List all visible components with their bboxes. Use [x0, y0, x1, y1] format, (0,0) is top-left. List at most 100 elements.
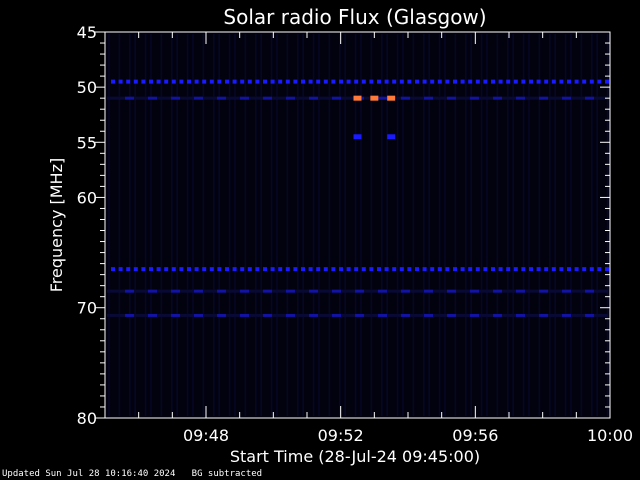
burst-mark — [353, 134, 362, 140]
band-cell — [513, 267, 518, 272]
band-cell — [445, 267, 450, 272]
band-cell — [529, 267, 533, 272]
band-cell — [422, 79, 427, 84]
band-cell — [562, 96, 571, 100]
heatmap-area — [105, 32, 610, 418]
band-cell — [217, 289, 226, 293]
band-cell — [171, 79, 176, 84]
band-cell — [171, 267, 176, 272]
band-cell — [369, 267, 374, 272]
band-cell — [516, 313, 525, 317]
band-cell — [536, 79, 541, 84]
band-cell — [194, 289, 203, 293]
burst-mark — [387, 95, 396, 101]
band-cell — [240, 79, 245, 84]
band-cell — [202, 267, 207, 272]
band-cell — [323, 267, 328, 272]
band-cell — [346, 267, 351, 272]
band-cell — [125, 313, 134, 317]
band-cell — [164, 79, 169, 84]
band-cell — [392, 79, 397, 84]
band-cell — [529, 79, 533, 84]
band-cell — [378, 96, 387, 100]
band-cell — [407, 267, 412, 272]
band-cell — [209, 79, 214, 84]
x-tick-label: 09:52 — [318, 426, 364, 445]
band-cell — [597, 79, 602, 84]
footer: Updated Sun Jul 28 10:16:40 2024 BG subt… — [2, 469, 262, 479]
chart-title: Solar radio Flux (Glasgow) — [223, 5, 486, 29]
band-cell — [125, 96, 134, 100]
band-cell — [331, 267, 336, 272]
burst-mark — [370, 95, 379, 101]
band-cell — [562, 313, 571, 317]
band-cell — [217, 79, 222, 84]
band-cell — [133, 267, 138, 272]
band-cell — [263, 313, 272, 317]
band-cell — [536, 267, 541, 272]
band-cell — [263, 267, 267, 272]
x-tick-label: 09:48 — [183, 426, 229, 445]
y-tick-label: 70 — [77, 299, 97, 318]
band-cell — [187, 267, 191, 272]
band-cell — [498, 267, 503, 272]
band-cell — [491, 79, 495, 84]
plot-frame — [104, 31, 611, 419]
band-cell — [286, 289, 295, 293]
x-tick-label: 10:00 — [587, 426, 633, 445]
band-cell — [339, 267, 343, 272]
band-cell — [217, 267, 222, 272]
band-cell — [460, 267, 465, 272]
band-cell — [148, 96, 157, 100]
band-cell — [597, 267, 602, 272]
band-cell — [354, 267, 359, 272]
band-cell — [354, 79, 359, 84]
band-cell — [293, 79, 298, 84]
band-cell — [240, 289, 249, 293]
y-tick-label: 60 — [77, 188, 97, 207]
band-cell — [470, 289, 479, 293]
band-cell — [475, 79, 480, 84]
band-cell — [247, 267, 252, 272]
updated-text: Updated Sun Jul 28 10:16:40 2024 — [2, 469, 176, 479]
band-cell — [468, 267, 473, 272]
band-cell — [491, 267, 495, 272]
band-cell — [567, 79, 571, 84]
band-cell — [111, 267, 115, 272]
band-cell — [361, 79, 366, 84]
band-cell — [559, 267, 564, 272]
band-cell — [483, 79, 488, 84]
band-cell — [493, 96, 502, 100]
band-cell — [399, 267, 404, 272]
band-cell — [316, 267, 321, 272]
band-cell — [559, 79, 564, 84]
band-cell — [339, 79, 343, 84]
band-cell — [232, 79, 237, 84]
band-cell — [582, 79, 587, 84]
y-axis-label: Frequency [MHz] — [47, 158, 66, 292]
band-cell — [217, 96, 226, 100]
band-cell — [407, 79, 412, 84]
band-cell — [521, 267, 526, 272]
band-cell — [346, 79, 351, 84]
band-cell — [187, 79, 191, 84]
band-cell — [539, 96, 548, 100]
y-axis: 45 50 55 60 70 80 — [77, 23, 610, 428]
band-cell — [384, 267, 389, 272]
band-cell — [255, 267, 260, 272]
band-cell — [424, 289, 433, 293]
band-cell — [309, 96, 318, 100]
band-cell — [164, 267, 169, 272]
band-cell — [430, 267, 435, 272]
band-cell — [331, 79, 336, 84]
band-cell — [278, 267, 283, 272]
band-cell — [125, 289, 134, 293]
band-cell — [240, 267, 245, 272]
band-cell — [506, 79, 511, 84]
band-cell — [483, 267, 488, 272]
band-cell — [430, 79, 435, 84]
y-tick-label: 55 — [77, 133, 97, 152]
band-cell — [585, 313, 594, 317]
band-cell — [149, 267, 153, 272]
